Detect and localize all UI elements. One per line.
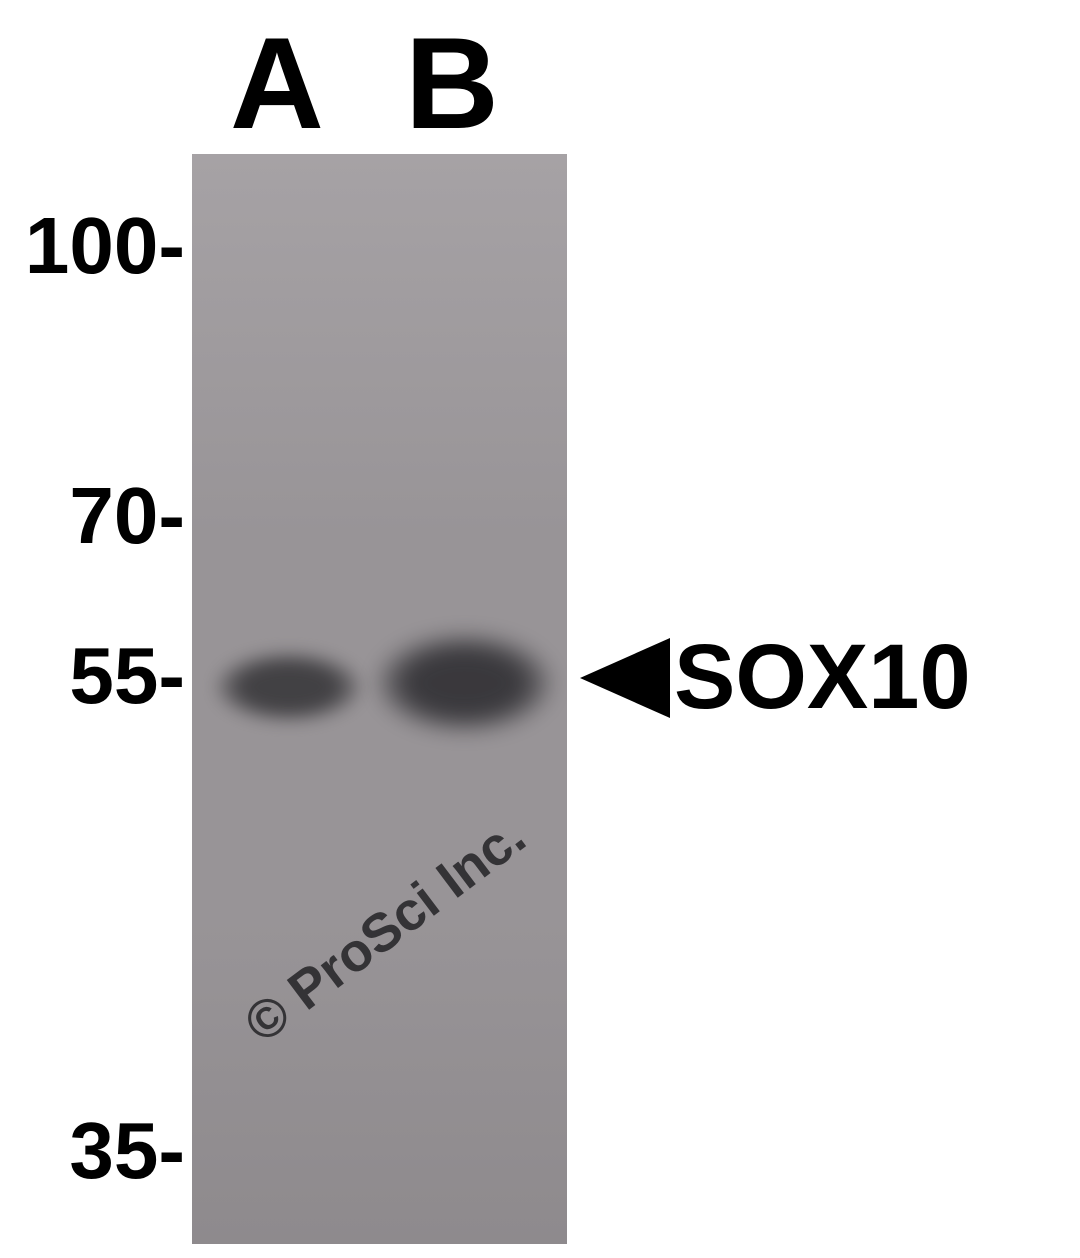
copyright-watermark: © ProSci Inc.	[233, 805, 537, 1055]
lane-label-a: A	[230, 8, 324, 158]
mw-marker-70: 70-	[69, 470, 185, 562]
band-lane-a	[216, 652, 361, 722]
mw-marker-35: 35-	[69, 1105, 185, 1197]
arrow-left-icon	[580, 638, 670, 718]
band-lane-b	[377, 634, 552, 732]
target-protein-name: SOX10	[674, 625, 971, 730]
blot-membrane: © ProSci Inc.	[192, 154, 567, 1244]
lane-label-b: B	[405, 8, 499, 158]
western-blot-figure: A B 100- 70- 55- 35- © ProSci Inc. SOX10	[0, 0, 1080, 1258]
mw-marker-100: 100-	[25, 200, 185, 292]
mw-marker-55: 55-	[69, 630, 185, 722]
target-label: SOX10	[580, 625, 971, 730]
